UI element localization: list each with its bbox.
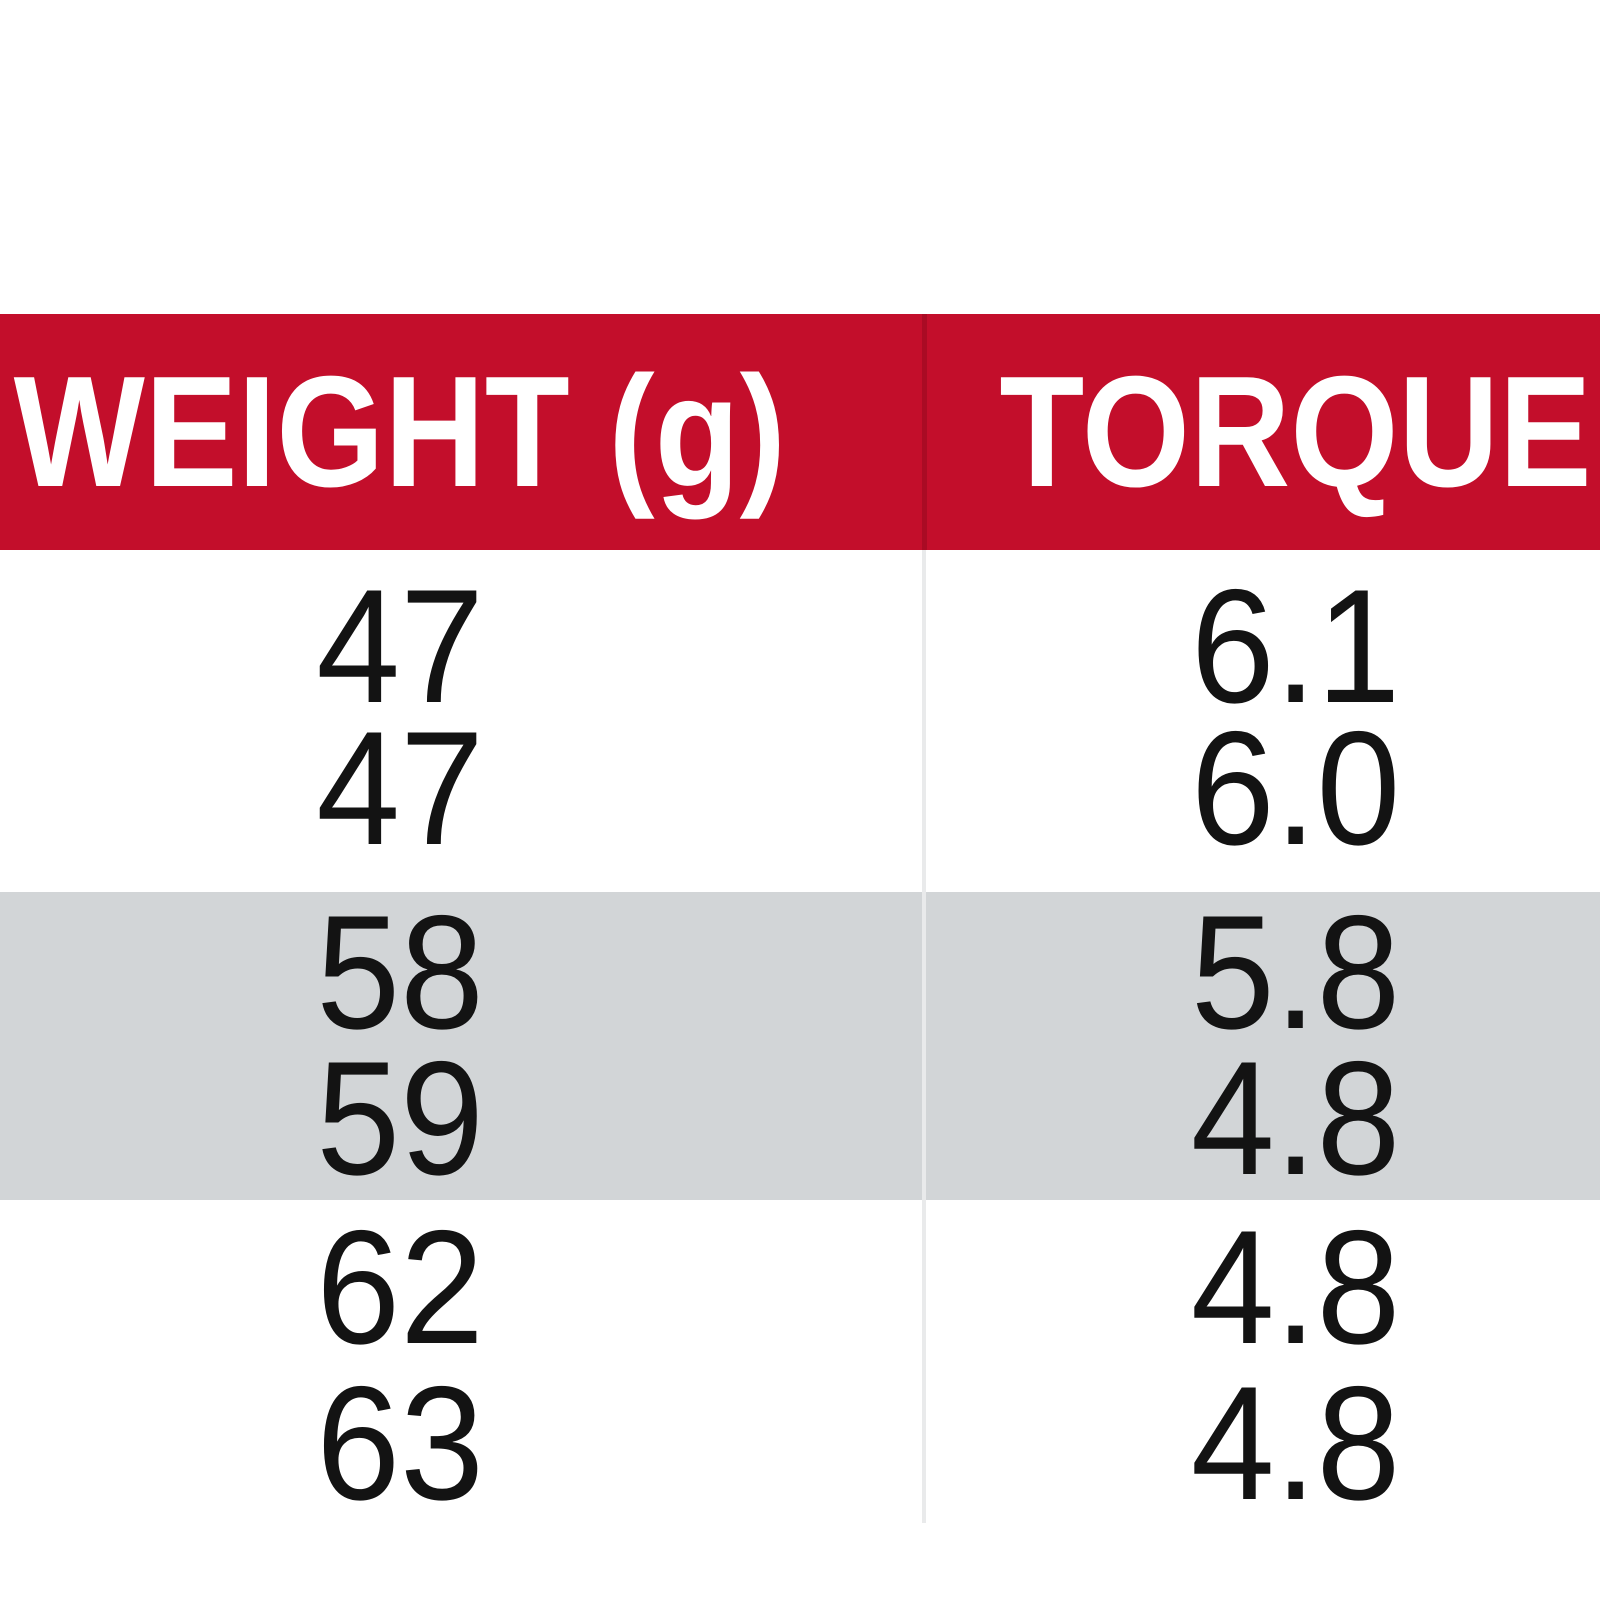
weight-cell: 47 47: [0, 556, 922, 879]
table-row: 47: [0, 556, 922, 737]
column-divider-body: [922, 550, 926, 1523]
table-band-2: 58 59 5.8 4.8: [0, 882, 1600, 1209]
torque-value: 4.8: [1191, 1197, 1401, 1378]
table-row: 6.0: [922, 698, 1600, 879]
torque-value: 4.8: [1191, 1028, 1401, 1209]
torque-cell: 6.1 6.0: [922, 556, 1600, 879]
table-row: 63: [0, 1353, 922, 1534]
torque-value: 6.0: [1191, 698, 1401, 879]
torque-cell: 5.8 4.8: [922, 882, 1600, 1209]
table-row: 5.8: [922, 882, 1600, 1063]
table-row: 6.1: [922, 556, 1600, 737]
torque-value: 6.1: [1191, 556, 1401, 737]
torque-cell: 4.8 4.8: [922, 1197, 1600, 1534]
table-row: 62: [0, 1197, 922, 1378]
weight-value: 47: [316, 556, 484, 737]
table-row: 4.8: [922, 1353, 1600, 1534]
weight-cell: 58 59: [0, 882, 922, 1209]
weight-value: 59: [316, 1028, 484, 1209]
spec-table: WEIGHT (g) TORQUE 47 47 6.1 6.0: [0, 314, 1600, 1534]
table-band-3: 62 63 4.8 4.8: [0, 1197, 1600, 1534]
header-cell-torque: TORQUE: [922, 314, 1600, 550]
table-header-row: WEIGHT (g) TORQUE: [0, 314, 1600, 550]
table-band-1: 47 47 6.1 6.0: [0, 550, 1600, 892]
weight-value: 63: [316, 1353, 484, 1534]
table-row: 4.8: [922, 1197, 1600, 1378]
torque-value: 4.8: [1191, 1353, 1401, 1534]
weight-value: 47: [316, 698, 484, 879]
weight-value: 62: [316, 1197, 484, 1378]
table-row: 59: [0, 1028, 922, 1209]
table-row: 47: [0, 698, 922, 879]
table-row: 4.8: [922, 1028, 1600, 1209]
weight-cell: 62 63: [0, 1197, 922, 1534]
torque-value: 5.8: [1191, 882, 1401, 1063]
header-weight-label: WEIGHT (g): [13, 343, 787, 520]
header-torque-label: TORQUE: [999, 343, 1593, 520]
weight-value: 58: [316, 882, 484, 1063]
header-cell-weight: WEIGHT (g): [0, 314, 922, 550]
table-row: 58: [0, 882, 922, 1063]
column-divider-header: [922, 314, 927, 550]
